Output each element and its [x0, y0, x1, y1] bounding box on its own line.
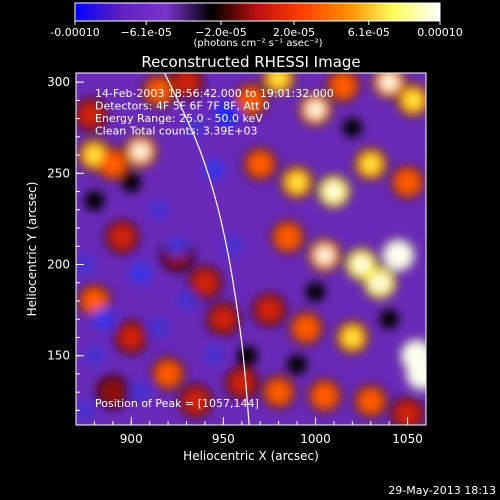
footer-timestamp: 29-May-2013 18:13: [388, 484, 496, 497]
x-tick-label: 900: [120, 432, 143, 446]
heatmap-blob: [265, 379, 292, 406]
y-tick-label: 250: [47, 166, 70, 180]
heatmap-blob: [210, 306, 236, 332]
heatmap-blob: [357, 388, 384, 415]
heatmap-blob: [214, 102, 240, 128]
heatmap-blob: [109, 224, 135, 250]
heatmap-image: [76, 73, 426, 425]
colorbar-units: (photons cm⁻² s⁻¹ asec⁻²): [193, 38, 322, 49]
colorbar-ticks: -0.00010 −6.1e-05 −2.0e-05 2.0e-05 6.1e-05 0.…: [50, 21, 463, 39]
annotation-line: 14-Feb-2003 18:56:42.000 to 19:01:32.000: [95, 87, 334, 100]
heatmap-blob: [174, 73, 200, 95]
heatmap-blob: [237, 86, 265, 114]
heatmap-blob: [176, 290, 198, 312]
heatmap-blob: [342, 117, 363, 138]
y-axis-label: Heliocentric Y (arcsec): [25, 182, 39, 317]
colorbar-tick-label: −6.1e-05: [120, 26, 171, 39]
heatmap-blob: [305, 281, 326, 302]
heatmap-blob-core: [363, 156, 379, 172]
heatmap-blob: [247, 151, 274, 178]
heatmap-blob: [148, 317, 170, 340]
heatmap-blob: [81, 287, 108, 315]
heatmap-blob: [329, 73, 357, 100]
solar-limb-curve: [163, 73, 250, 425]
heatmap-blob: [184, 116, 207, 139]
heatmap-blob-core: [353, 256, 370, 273]
heatmap-blob: [76, 253, 97, 276]
heatmap-blob: [100, 379, 126, 405]
x-axis-label: Heliocentric X (arcsec): [183, 449, 319, 463]
heatmap-blob-core: [271, 73, 287, 87]
annotation-line: Energy Range: 25.0 - 50.0 keV: [95, 112, 263, 125]
heatmap-blob: [121, 172, 142, 193]
colorbar: [74, 2, 441, 22]
colorbar-tick-label: 0.00010: [417, 26, 463, 39]
colorbar-tick-label: 2.0e-05: [273, 26, 315, 39]
colorbar-tick-label: 6.1e-05: [348, 26, 390, 39]
heatmap-blob-core: [371, 274, 388, 291]
annotation-line: Detectors: 4F 5F 6F 7F 8F, Att 0: [95, 100, 270, 113]
heatmap-blob-core: [289, 174, 305, 190]
x-tick-label: 1050: [392, 432, 423, 446]
heatmap-blob: [394, 169, 421, 196]
heatmap-blob: [286, 354, 308, 376]
plot-area: [76, 73, 426, 425]
peak-position-label: Position of Peak = [1057,144]: [95, 397, 259, 410]
heatmap-blob: [203, 345, 225, 367]
x-tick-label: 950: [212, 432, 235, 446]
heatmap-blob: [76, 399, 96, 421]
colorbar-tick-label: −2.0e-05: [195, 26, 246, 39]
x-axis-ticks: 900 950 1000 1050: [93, 417, 427, 446]
colorbar-tick-label: -0.00010: [50, 26, 99, 39]
heatmap-blob: [99, 150, 127, 178]
heatmap-blob-core: [307, 101, 324, 118]
heatmap-blob-core: [316, 247, 333, 264]
heatmap-blob: [166, 235, 189, 258]
chart-title: Reconstructed RHESSI Image: [141, 53, 360, 71]
heatmap-blob: [145, 78, 172, 105]
heatmap-blob: [229, 370, 255, 396]
heatmap-blob: [77, 102, 104, 128]
heatmap-blob: [379, 309, 400, 330]
y-tick-label: 300: [47, 75, 70, 89]
heatmap-blob: [274, 223, 302, 251]
heatmap-blob: [311, 382, 339, 410]
y-tick-label: 200: [47, 258, 70, 272]
annotation-block: 14-Feb-2003 18:56:42.000 to 19:01:32.000…: [95, 87, 334, 138]
heatmap-blob: [129, 262, 152, 285]
heatmap-blob: [182, 388, 209, 415]
heatmap-blob: [92, 307, 116, 331]
heatmap-blob-core: [326, 183, 342, 200]
heatmap-blob-core: [390, 247, 407, 264]
heatmap-blob: [129, 381, 151, 403]
heatmap-blob-core: [413, 365, 426, 383]
x-tick-label: 1000: [300, 432, 331, 446]
heatmap-blob: [192, 269, 218, 296]
heatmap-blob: [394, 401, 421, 425]
heatmap-blob-core: [344, 329, 360, 345]
heatmap-blob-core: [405, 92, 421, 108]
heatmap-blob: [292, 314, 320, 342]
plot-frame: [75, 72, 427, 426]
y-tick-label: 150: [47, 349, 70, 363]
heatmap-blob-core: [86, 147, 102, 163]
annotation-line: Clean Total counts: 3.39E+03: [95, 125, 258, 138]
heatmap-blob: [256, 297, 283, 323]
heatmap-blob: [83, 344, 106, 367]
heatmap-blob-core: [381, 74, 397, 90]
heatmap-blob: [84, 190, 105, 211]
heatmap-blob-core: [132, 143, 149, 160]
heatmap-blob: [118, 324, 144, 350]
heatmap-blob: [148, 199, 170, 221]
heatmap-blob: [237, 345, 258, 366]
heatmap-blob: [155, 360, 182, 388]
y-axis-ticks: 150 200 250 300: [47, 75, 84, 411]
